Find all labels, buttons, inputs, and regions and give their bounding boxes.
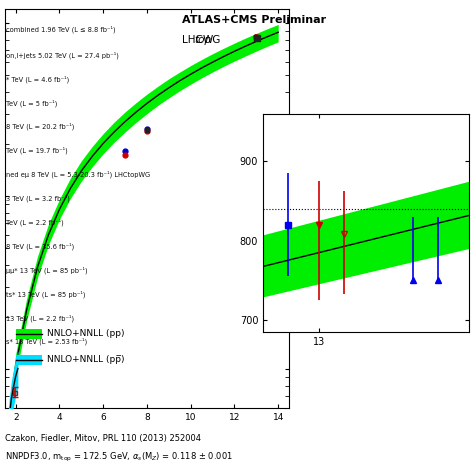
Text: NNLO+NNLL (pp): NNLO+NNLL (pp) [47, 329, 125, 338]
Text: 3 TeV (L = 3.2 fb⁻¹): 3 TeV (L = 3.2 fb⁻¹) [6, 195, 70, 202]
FancyBboxPatch shape [16, 329, 42, 339]
Text: 8 TeV (L = 20.2 fb⁻¹): 8 TeV (L = 20.2 fb⁻¹) [6, 123, 74, 130]
Text: TeV (L = 2.2 fb⁻¹): TeV (L = 2.2 fb⁻¹) [6, 219, 64, 226]
Text: * TeV (L = 4.6 fb⁻¹): * TeV (L = 4.6 fb⁻¹) [6, 75, 69, 82]
Text: ned eμ 8 TeV (L = 5.3-20.3 fb⁻¹) LHCtopWG: ned eμ 8 TeV (L = 5.3-20.3 fb⁻¹) LHCtopW… [6, 171, 150, 178]
Text: TeV (L = 19.7 fb⁻¹): TeV (L = 19.7 fb⁻¹) [6, 147, 68, 155]
Text: combined 1.96 TeV (L ≤ 8.8 fb⁻¹): combined 1.96 TeV (L ≤ 8.8 fb⁻¹) [6, 26, 116, 33]
Text: top: top [194, 36, 211, 46]
Text: ts* 13 TeV (L = 85 pb⁻¹): ts* 13 TeV (L = 85 pb⁻¹) [6, 290, 86, 298]
Text: on,l+jets 5.02 TeV (L = 27.4 pb⁻¹): on,l+jets 5.02 TeV (L = 27.4 pb⁻¹) [6, 51, 119, 59]
Text: LHC: LHC [182, 36, 203, 46]
Text: TeV (L = 5 fb⁻¹): TeV (L = 5 fb⁻¹) [6, 99, 57, 107]
Text: NNLO+NNLL (pp̅): NNLO+NNLL (pp̅) [47, 356, 125, 365]
Text: ATLAS+CMS Preliminar: ATLAS+CMS Preliminar [182, 16, 327, 26]
Text: WG: WG [202, 36, 221, 46]
FancyBboxPatch shape [16, 355, 42, 365]
Text: μμ* 13 TeV (L = 85 pb⁻¹): μμ* 13 TeV (L = 85 pb⁻¹) [6, 266, 88, 274]
Text: s* 13 TeV (L = 2.53 fb⁻¹): s* 13 TeV (L = 2.53 fb⁻¹) [6, 338, 87, 346]
Text: Czakon, Fiedler, Mitov, PRL 110 (2013) 252004: Czakon, Fiedler, Mitov, PRL 110 (2013) 2… [5, 434, 201, 443]
Text: 8 TeV (L = 35.6 fb⁻¹): 8 TeV (L = 35.6 fb⁻¹) [6, 242, 74, 250]
Text: 13 TeV (L = 2.2 fb⁻¹): 13 TeV (L = 2.2 fb⁻¹) [6, 314, 74, 321]
Text: NNPDF3.0, m$_{\rm top}$ = 172.5 GeV, $\alpha_s$(M$_Z$) = 0.118 $\pm$ 0.001: NNPDF3.0, m$_{\rm top}$ = 172.5 GeV, $\a… [5, 451, 233, 465]
